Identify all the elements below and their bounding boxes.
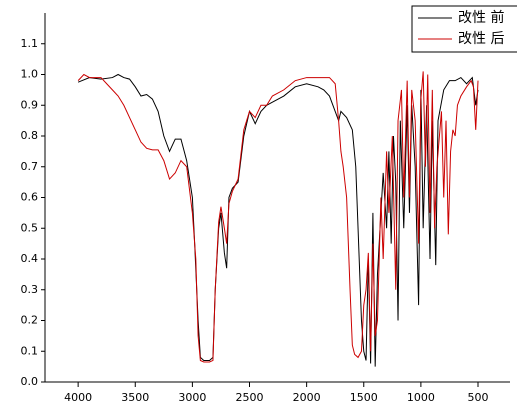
y-tick-label: 0.2: [21, 314, 39, 327]
x-tick-label: 3500: [121, 391, 149, 404]
y-tick-label: 1.1: [21, 37, 39, 50]
y-tick-label: 0.4: [21, 252, 39, 265]
x-tick-label: 500: [468, 391, 489, 404]
y-tick-label: 0.9: [21, 98, 39, 111]
x-tick-label: 2000: [293, 391, 321, 404]
series-line: [77, 71, 479, 363]
x-tick-label: 1000: [407, 391, 435, 404]
legend-label: 改性 后: [458, 31, 504, 47]
series-line: [77, 73, 479, 367]
y-tick-label: 0.8: [21, 129, 39, 142]
legend-box: [411, 5, 517, 53]
x-tick-label: 4000: [64, 391, 92, 404]
legend-label: 改性 前: [458, 9, 504, 26]
y-tick-label: 0.1: [21, 344, 39, 357]
x-tick-label: 2500: [236, 391, 264, 404]
x-tick-label: 3000: [178, 391, 206, 404]
y-tick-label: 1.0: [21, 68, 39, 81]
y-tick-label: 0.6: [21, 191, 39, 204]
y-tick-label: 0.0: [21, 375, 39, 388]
x-tick-label: 1500: [350, 391, 378, 404]
y-tick-label: 0.3: [21, 283, 39, 296]
y-tick-label: 0.5: [21, 221, 39, 234]
y-tick-label: 0.7: [21, 160, 39, 173]
